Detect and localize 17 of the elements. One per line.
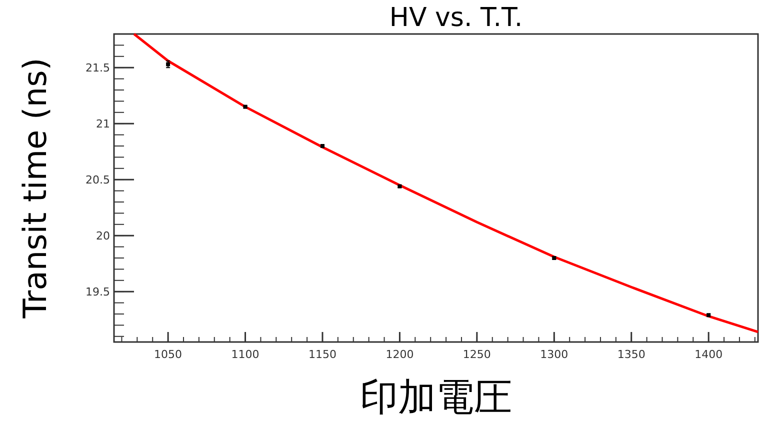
y-tick-label: 21 [96, 118, 110, 131]
x-tick-label: 1400 [694, 348, 723, 361]
y-axis-title: Transit time (ns) [16, 58, 54, 320]
chart-title: HV vs. T.T. [389, 3, 523, 33]
y-tick-label: 21.5 [86, 62, 110, 75]
x-tick-label: 1200 [386, 348, 414, 361]
y-tick-label: 19.5 [86, 286, 110, 299]
x-axis-title: 印加電圧 [360, 375, 512, 419]
line-series [132, 32, 760, 334]
y-tick-label: 20.5 [86, 174, 110, 187]
x-tick-label: 1100 [231, 348, 260, 361]
x-tick-label: 1050 [154, 348, 182, 361]
y-tick-label: 20 [96, 230, 110, 243]
x-tick-label: 1250 [462, 348, 491, 361]
x-tick-label: 1150 [308, 348, 336, 361]
x-tick-label: 1350 [617, 348, 646, 361]
x-tick-label: 1300 [540, 348, 568, 361]
